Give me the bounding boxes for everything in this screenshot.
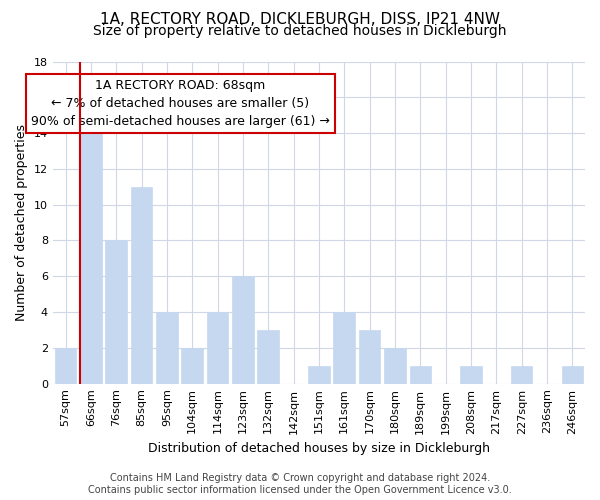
Bar	[359, 330, 380, 384]
Bar	[334, 312, 355, 384]
Bar	[131, 187, 152, 384]
Text: Size of property relative to detached houses in Dickleburgh: Size of property relative to detached ho…	[93, 24, 507, 38]
Bar	[181, 348, 203, 384]
Bar	[384, 348, 406, 384]
Bar	[460, 366, 482, 384]
Bar	[106, 240, 127, 384]
Bar	[80, 115, 101, 384]
Y-axis label: Number of detached properties: Number of detached properties	[15, 124, 28, 321]
Bar	[308, 366, 329, 384]
Bar	[207, 312, 229, 384]
Text: 1A, RECTORY ROAD, DICKLEBURGH, DISS, IP21 4NW: 1A, RECTORY ROAD, DICKLEBURGH, DISS, IP2…	[100, 12, 500, 28]
Bar	[410, 366, 431, 384]
Bar	[562, 366, 583, 384]
Text: 1A RECTORY ROAD: 68sqm
← 7% of detached houses are smaller (5)
90% of semi-detac: 1A RECTORY ROAD: 68sqm ← 7% of detached …	[31, 79, 330, 128]
Bar	[257, 330, 279, 384]
Bar	[511, 366, 532, 384]
Bar	[55, 348, 76, 384]
Text: Contains HM Land Registry data © Crown copyright and database right 2024.
Contai: Contains HM Land Registry data © Crown c…	[88, 474, 512, 495]
X-axis label: Distribution of detached houses by size in Dickleburgh: Distribution of detached houses by size …	[148, 442, 490, 455]
Bar	[232, 276, 254, 384]
Bar	[156, 312, 178, 384]
